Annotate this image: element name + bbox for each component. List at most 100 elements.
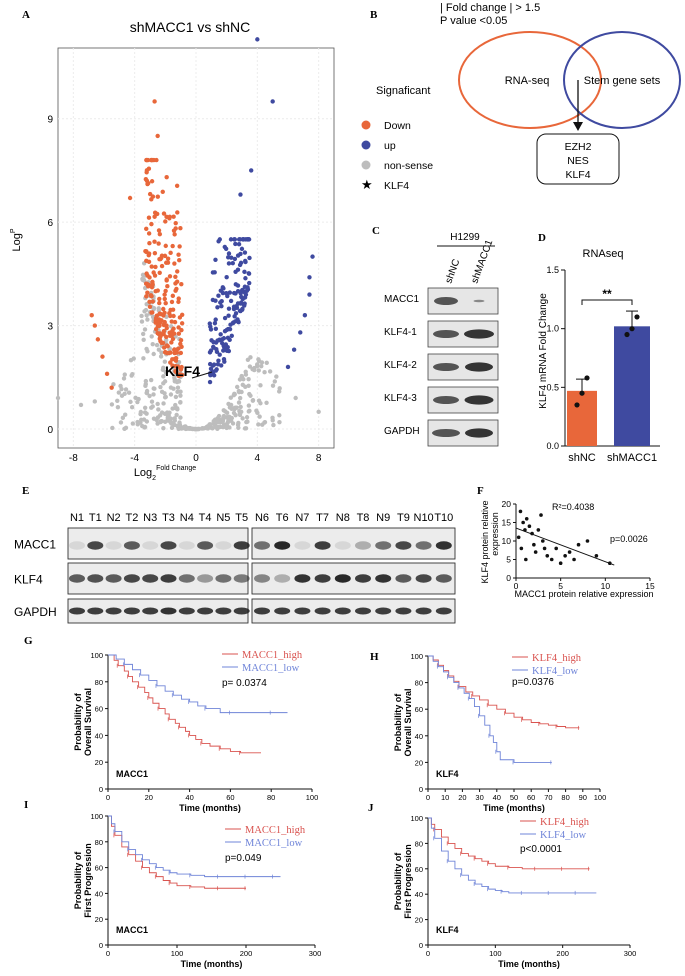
volcano-point-down xyxy=(164,174,169,180)
volcano-point-nonsig xyxy=(175,407,180,412)
blot-e-band xyxy=(395,574,412,583)
volcano-point-down xyxy=(153,264,158,270)
volcano-point-nonsig xyxy=(145,317,150,322)
scatter-f-point xyxy=(524,557,528,562)
volcano-point-down xyxy=(154,157,159,163)
scatter-f-point xyxy=(527,524,532,528)
blot-e-band xyxy=(355,541,371,550)
blot-e-lane-label: T6 xyxy=(276,512,289,524)
volcano-y-tick-label: 9 xyxy=(47,115,53,126)
volcano-point-down xyxy=(163,288,168,294)
volcano-point-nonsig xyxy=(220,424,226,430)
volcano-point-up xyxy=(242,250,248,255)
volcano-point-nonsig xyxy=(161,426,166,431)
volcano-point-down xyxy=(176,325,181,330)
volcano-point-nonsig xyxy=(139,417,144,422)
scatter-f-point xyxy=(541,539,545,543)
overlap-gene-klf4: KLF4 xyxy=(565,169,590,181)
volcano-point-nonsig xyxy=(126,390,132,395)
km-plot-h: 0 20 40 60 80 100 0 10 20 30 40 50 60 70 80 90 100 KLF4_h… xyxy=(393,652,606,813)
blot-e-band xyxy=(142,607,159,615)
volcano-point-nonsig xyxy=(272,379,278,384)
volcano-point-up xyxy=(216,293,221,298)
blot-e-band xyxy=(415,607,432,615)
volcano-point-up xyxy=(207,361,213,367)
volcano-point-up xyxy=(242,295,248,300)
volcano-point-nonsig xyxy=(178,389,183,394)
blot-e-band xyxy=(160,574,177,583)
volcano-point-nonsig xyxy=(239,389,244,395)
blot-e-band xyxy=(274,574,291,583)
volcano-point-nonsig xyxy=(140,423,145,429)
volcano-point-down xyxy=(170,357,175,362)
volcano-point-up xyxy=(226,261,232,266)
volcano-point-nonsig xyxy=(136,396,141,402)
volcano-point-nonsig xyxy=(116,390,122,395)
volcano-point-nonsig xyxy=(244,415,250,420)
blot-e-row-label: MACC1 xyxy=(14,538,56,552)
bar-d-point xyxy=(574,402,580,408)
volcano-point-down xyxy=(150,310,155,315)
blot-e-lane-label: N1 xyxy=(70,512,84,524)
km-x-tick-label: 300 xyxy=(624,949,637,958)
blot-e-band xyxy=(435,607,452,615)
volcano-point-nonsig xyxy=(144,390,149,396)
volcano-point-down xyxy=(167,274,173,279)
km-x-axis-label: Time (months) xyxy=(483,803,545,813)
volcano-point-down xyxy=(163,301,168,306)
km-x-tick-label: 60 xyxy=(527,793,535,802)
volcano-point-nonsig xyxy=(135,422,140,427)
panel-label-d: D xyxy=(538,232,546,244)
volcano-point-nonsig xyxy=(168,392,174,397)
blot-c-band xyxy=(433,363,459,371)
panel-labels: A B C D E F G H I J xyxy=(22,9,546,814)
volcano-point-nonsig xyxy=(115,398,120,403)
volcano-point-nonsig xyxy=(174,412,179,418)
volcano-point-nonsig xyxy=(256,368,261,373)
scatter-f-point xyxy=(536,528,541,532)
volcano-point-nonsig xyxy=(160,367,166,373)
km-y-tick-label: 0 xyxy=(99,785,103,794)
volcano-point-down xyxy=(163,243,168,249)
blot-c-band xyxy=(433,330,459,338)
km-y-label-line: Overall Survival xyxy=(403,688,413,756)
volcano-point-nonsig xyxy=(128,358,134,363)
km-x-tick-label: 20 xyxy=(145,793,153,802)
blot-e-band xyxy=(69,607,85,615)
volcano-point-up xyxy=(270,99,275,104)
volcano-point-nonsig xyxy=(178,393,183,398)
significance-marker: ** xyxy=(602,287,612,301)
km-curve-klf4-low xyxy=(428,655,552,763)
volcano-point-down xyxy=(147,275,152,280)
volcano-point-down xyxy=(176,252,181,257)
volcano-point-nonsig xyxy=(162,379,168,384)
km-y-tick-label: 20 xyxy=(95,758,103,767)
bar-d-point xyxy=(624,331,630,338)
volcano-point-down xyxy=(157,300,162,306)
volcano-point-nonsig xyxy=(171,386,176,391)
volcano-point-nonsig xyxy=(121,376,127,381)
blot-c-band xyxy=(465,362,493,372)
volcano-x-tick-label: -4 xyxy=(130,453,139,464)
scatter-f-point xyxy=(539,513,543,517)
volcano-point-nonsig xyxy=(235,422,241,428)
volcano-point-nonsig xyxy=(232,391,237,397)
volcano-point-down xyxy=(163,219,168,224)
volcano-point-down xyxy=(157,257,162,262)
blot-e-band xyxy=(395,607,412,615)
volcano-point-nonsig xyxy=(149,399,155,404)
km-legend-label: KLF4_high xyxy=(532,653,582,664)
volcano-point-nonsig xyxy=(156,347,162,352)
km-x-tick-label: 100 xyxy=(489,949,502,958)
km-gene-label: KLF4 xyxy=(436,925,459,935)
volcano-point-down xyxy=(176,299,181,305)
volcano-point-nonsig xyxy=(151,392,156,397)
volcano-point-down xyxy=(172,347,177,353)
scatter-f-point xyxy=(563,554,567,558)
km-x-tick-label: 40 xyxy=(185,793,193,802)
km-y-label-line: First Progression xyxy=(403,844,413,919)
volcano-point-down xyxy=(179,327,184,333)
scatter-f-y-tick-label: 5 xyxy=(506,555,511,565)
volcano-point-down xyxy=(171,214,176,219)
klf4-annotation: KLF4 xyxy=(165,363,200,379)
